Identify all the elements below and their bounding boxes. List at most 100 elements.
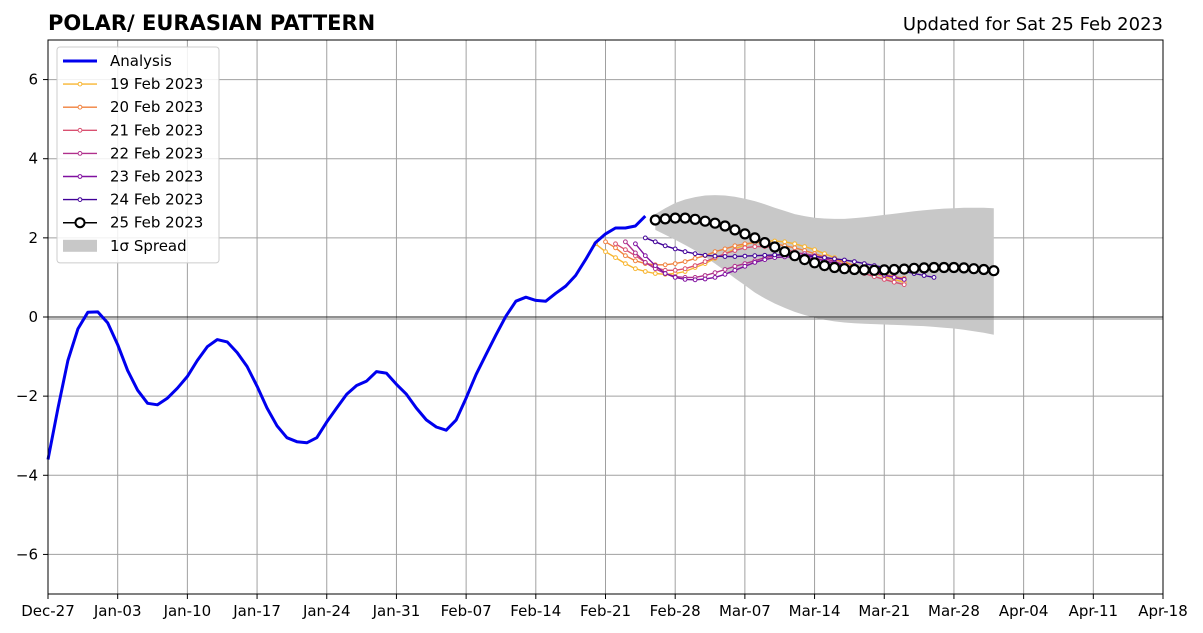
legend-marker — [74, 217, 86, 229]
legend-item: 20 Feb 2023 — [63, 98, 203, 116]
forecast-point — [692, 256, 698, 261]
forecast-point — [633, 250, 638, 256]
current-point — [729, 224, 741, 236]
current-point — [818, 260, 831, 272]
current-point — [649, 214, 661, 226]
current-point — [978, 263, 990, 276]
legend-marker — [77, 151, 83, 156]
current-series-layer — [649, 212, 1000, 277]
x-tick-label: Jan-31 — [372, 602, 421, 620]
forecast-point — [623, 247, 628, 253]
forecast-point — [732, 254, 738, 259]
forecast-point — [623, 253, 628, 259]
x-tick-label: Apr-04 — [999, 602, 1049, 620]
forecast-point — [642, 253, 648, 259]
current-point — [709, 217, 721, 229]
legend-label: 24 Feb 2023 — [110, 191, 203, 209]
x-axis-ticks: Dec-27 Jan-03 Jan-10 Jan-17 Jan-24 Jan-31 Feb-… — [21, 594, 1188, 620]
legend-label: 23 Feb 2023 — [110, 168, 203, 186]
legend-label: 22 Feb 2023 — [110, 144, 203, 162]
current-point — [908, 262, 920, 274]
forecast-point — [732, 248, 738, 253]
forecast-point — [633, 241, 638, 247]
current-point — [968, 263, 980, 275]
legend-item: 1σ Spread — [63, 237, 187, 255]
forecast-point — [752, 244, 758, 250]
legend-item: 21 Feb 2023 — [63, 121, 203, 139]
forecast-point — [732, 267, 738, 273]
forecast-point — [682, 259, 688, 265]
legend-marker — [77, 197, 83, 203]
legend-marker — [77, 81, 83, 87]
zero-line-layer — [48, 316, 1163, 320]
y-tick-label: −6 — [16, 545, 38, 563]
forecast-point — [752, 260, 758, 265]
y-tick-label: −2 — [16, 387, 38, 405]
forecast-point — [802, 244, 807, 250]
current-point — [779, 246, 791, 258]
forecast-point — [642, 235, 648, 241]
current-point — [948, 261, 960, 274]
legend-label: 21 Feb 2023 — [110, 121, 203, 139]
x-tick-label: Mar-07 — [719, 602, 771, 620]
current-point — [838, 263, 851, 275]
current-point — [739, 228, 751, 240]
forecast-point — [762, 252, 768, 258]
forecast-point — [633, 266, 638, 272]
forecast-point — [652, 271, 658, 276]
forecast-point — [722, 267, 728, 272]
legend-item: 19 Feb 2023 — [63, 75, 203, 93]
forecast-point — [782, 239, 788, 245]
current-point — [958, 262, 970, 274]
forecast-point — [891, 279, 897, 285]
legend: Analysis 19 Feb 2023 20 Feb 2023 21 Feb 202… — [56, 46, 220, 264]
legend-item: Analysis — [63, 52, 172, 70]
forecast-point — [792, 241, 798, 247]
x-tick-label: Apr-18 — [1138, 602, 1188, 620]
forecast-point — [662, 262, 668, 268]
current-point — [938, 261, 950, 274]
forecast-point — [692, 263, 698, 269]
forecast-point — [603, 249, 608, 255]
forecast-point — [812, 247, 817, 253]
legend-marker — [77, 104, 83, 110]
forecast-point — [613, 241, 618, 247]
current-point — [928, 261, 940, 274]
forecast-point — [742, 263, 748, 269]
legend-label: 25 Feb 2023 — [110, 214, 203, 232]
forecast-point — [901, 277, 907, 282]
forecast-point — [642, 269, 648, 274]
forecast-point — [881, 277, 887, 282]
legend-label: 19 Feb 2023 — [110, 75, 203, 93]
current-point — [659, 213, 671, 225]
forecast-point — [682, 266, 688, 272]
current-point — [699, 215, 711, 227]
forecast-point — [752, 253, 758, 259]
legend-item: 24 Feb 2023 — [63, 191, 203, 209]
current-point — [918, 262, 930, 274]
forecast-point — [901, 282, 907, 288]
current-point — [759, 237, 771, 249]
x-tick-label: Jan-10 — [163, 602, 212, 620]
x-tick-label: Mar-28 — [928, 602, 980, 620]
legend-swatch — [63, 239, 97, 252]
x-tick-label: Feb-28 — [650, 602, 701, 620]
current-point — [988, 265, 1000, 277]
forecast-point — [842, 257, 847, 263]
x-tick-label: Jan-03 — [93, 602, 142, 620]
forecast-point — [682, 249, 688, 255]
y-tick-label: 2 — [28, 229, 38, 247]
x-tick-label: Jan-17 — [232, 602, 281, 620]
x-tick-label: Mar-21 — [858, 602, 910, 620]
current-point — [888, 263, 900, 276]
forecast-point — [742, 245, 748, 251]
legend-label: Analysis — [110, 52, 172, 70]
forecast-point — [702, 259, 708, 265]
forecast-point — [822, 255, 827, 261]
forecast-point — [712, 275, 718, 280]
forecast-point — [712, 253, 718, 259]
forecast-point — [603, 239, 608, 245]
chart-title: POLAR/ EURASIAN PATTERN — [48, 11, 375, 35]
y-tick-label: 0 — [28, 308, 38, 326]
